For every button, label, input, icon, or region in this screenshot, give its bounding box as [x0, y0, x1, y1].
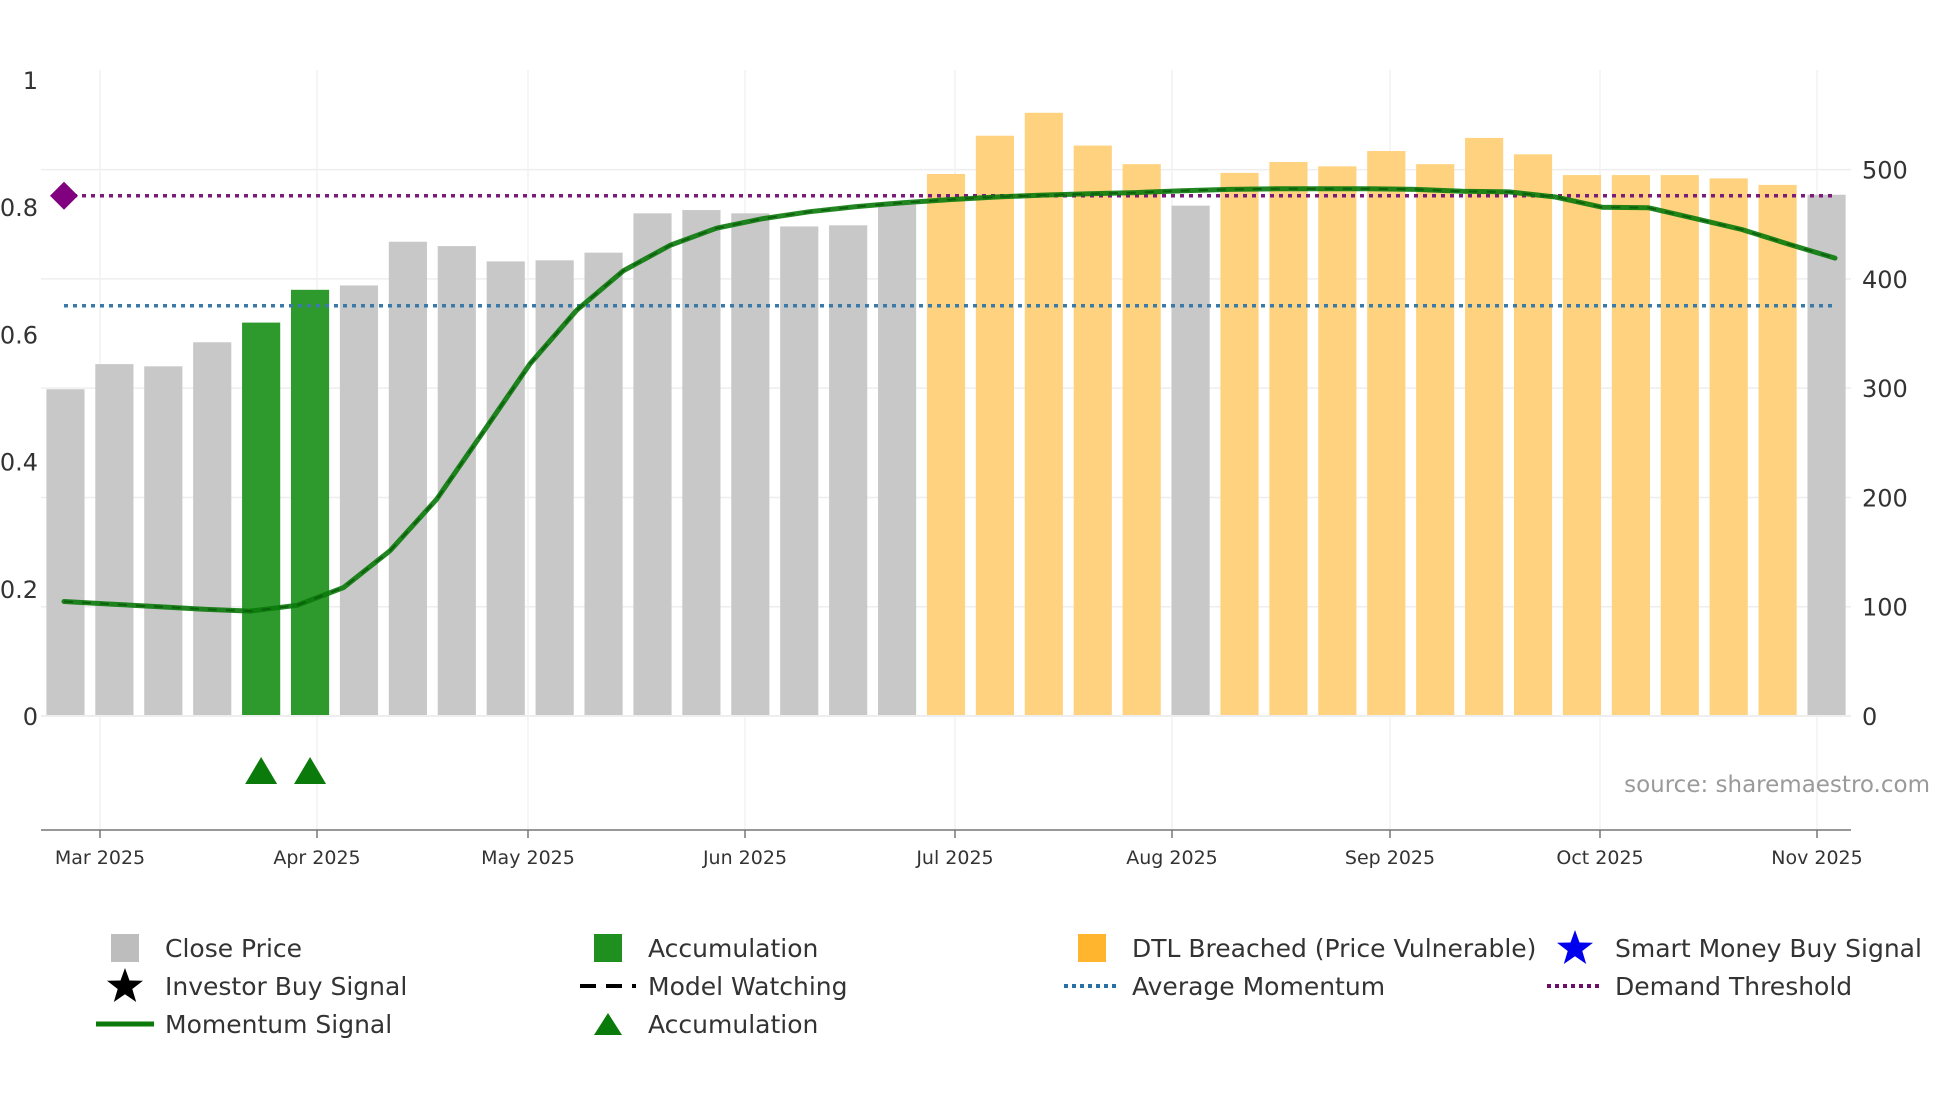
- price-bars: [46, 112, 1846, 717]
- right-tick-label: 400: [1862, 266, 1908, 294]
- price-bar: [584, 252, 623, 716]
- x-tick-label: Jun 2025: [702, 847, 787, 869]
- right-tick-label: 0: [1862, 703, 1877, 731]
- price-bar: [1367, 151, 1406, 716]
- price-bar: [1171, 205, 1210, 716]
- x-tick-label: Apr 2025: [273, 847, 360, 869]
- right-tick-label: 500: [1862, 157, 1908, 185]
- price-bar: [829, 225, 868, 716]
- price-bar: [1318, 166, 1357, 716]
- accumulation-triangle: [294, 757, 327, 784]
- price-bar: [144, 366, 183, 716]
- price-bar: [242, 322, 281, 716]
- price-bar: [926, 173, 966, 717]
- right-tick-label: 200: [1862, 484, 1908, 512]
- x-tick-label: Mar 2025: [55, 847, 145, 869]
- right-axis-ticks: 0 100 200 300 400 500: [1862, 157, 1908, 731]
- left-axis-ticks: 0 0.2 0.4 0.6 0.8 1: [0, 67, 38, 731]
- price-bar: [1709, 178, 1748, 716]
- price-bar: [1122, 164, 1161, 716]
- price-bar: [682, 210, 721, 716]
- axes: [41, 715, 1851, 831]
- price-bar: [1220, 172, 1259, 716]
- price-bar: [1660, 175, 1699, 717]
- price-bar: [46, 389, 85, 716]
- price-bar: [731, 213, 770, 716]
- source-watermark: source: sharemaestro.com: [1624, 772, 1930, 798]
- x-tick-label: May 2025: [481, 847, 575, 869]
- price-bar: [339, 285, 379, 716]
- accumulation-triangle: [245, 757, 278, 784]
- price-bar: [535, 260, 574, 716]
- left-tick-label: 0.8: [0, 194, 38, 222]
- left-tick-label: 0.2: [0, 576, 38, 604]
- price-bar: [878, 204, 917, 716]
- price-bar: [1465, 137, 1504, 716]
- price-bar: [1611, 175, 1650, 717]
- price-bar: [388, 241, 427, 716]
- price-bar: [975, 135, 1014, 717]
- price-bar: [1807, 194, 1846, 717]
- demand-threshold-diamond: [50, 181, 78, 210]
- right-tick-label: 300: [1862, 375, 1908, 403]
- price-bar: [437, 246, 476, 716]
- right-tick-label: 100: [1862, 594, 1908, 622]
- price-bar: [633, 213, 672, 716]
- price-bar: [1513, 154, 1553, 717]
- price-bar: [95, 364, 134, 716]
- price-bar: [1416, 164, 1455, 716]
- model-watching-line: [63, 187, 1836, 613]
- price-bar: [486, 261, 525, 716]
- x-axis-ticks: Mar 2025 Apr 2025 May 2025 Jun 2025 Jul 2025…: [55, 830, 1863, 869]
- left-tick-label: 0.6: [0, 321, 38, 349]
- signal-lines: [61, 186, 1838, 614]
- price-bar: [780, 226, 819, 716]
- x-tick-label: Jul 2025: [915, 847, 993, 869]
- left-tick-label: 1: [23, 67, 38, 95]
- price-bar: [1562, 175, 1602, 717]
- price-bar: [1073, 145, 1112, 716]
- x-tick-label: Aug 2025: [1126, 847, 1218, 869]
- price-bar: [1269, 161, 1308, 717]
- price-bar: [290, 289, 330, 716]
- price-bar: [1024, 112, 1063, 716]
- x-tick-label: Oct 2025: [1556, 847, 1643, 869]
- left-tick-label: 0: [23, 703, 38, 731]
- signal-markers: [50, 181, 327, 784]
- x-tick-label: Nov 2025: [1771, 847, 1862, 869]
- price-bar: [193, 342, 232, 716]
- left-tick-label: 0.4: [0, 449, 38, 477]
- price-bar: [1758, 184, 1797, 716]
- x-tick-label: Sep 2025: [1345, 847, 1435, 869]
